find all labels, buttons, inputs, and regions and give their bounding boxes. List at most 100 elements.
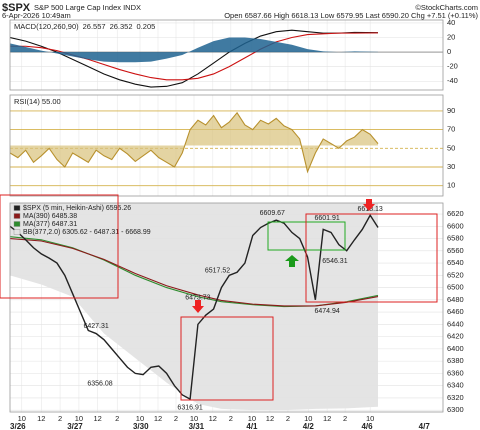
x-tick-label: 10 [136,414,144,423]
price-annotation: 6546.31 [322,258,347,265]
y-tick-label: 30 [447,162,455,171]
source: ©StockCharts.com [415,3,478,12]
series-line [10,29,379,88]
price-annotation: 6356.08 [87,381,112,388]
x-date-label: 4/2 [303,422,315,430]
y-tick-label: 0 [447,47,451,56]
highlight-box [305,213,438,303]
y-tick-label: 6300 [447,405,464,414]
x-date-label: 4/6 [361,422,373,430]
y-tick-label: 6560 [447,246,464,255]
y-tick-label: 6440 [447,319,464,328]
y-tick-label: -40 [447,76,458,85]
y-tick-label: 6340 [447,381,464,390]
y-tick-label: 6500 [447,283,464,292]
x-tick-label: 10 [75,414,83,423]
x-date-label: 3/26 [10,422,26,430]
price-annotation: 6609.67 [260,210,285,217]
panel-border [9,202,444,413]
y-tick-label: 6400 [447,344,464,353]
y-tick-label: 10 [447,181,455,190]
legend-swatch [13,205,21,211]
y-tick-label: 6380 [447,356,464,365]
y-tick-label: 6620 [447,209,464,218]
legend-swatch [13,213,21,219]
rsi-fill [10,112,379,172]
legend-entry: 26.352 [110,22,133,31]
down-arrow [192,300,204,313]
x-date-label: 4/1 [246,422,258,430]
annotations-shapes [0,194,438,401]
plot-area [10,95,443,196]
x-tick-label: 2 [343,414,347,423]
panels: 40 20 0 -20 -40 MACD(120,260,90) 26.557 26.352 0… [9,18,464,430]
legend-entry: 0.205 [137,22,156,31]
panel-title: RSI(14) 55.00 [14,97,61,106]
x-tick-label: 10 [190,414,198,423]
series-line [10,213,379,401]
panel-border [9,19,444,91]
x-tick-label: 2 [286,414,290,423]
x-tick-label: 2 [115,414,119,423]
x-tick-label: 12 [323,414,331,423]
highlight-box [0,194,119,299]
y-tick-label: 6540 [447,258,464,267]
y-tick-label: 6360 [447,368,464,377]
y-tick-label: 6420 [447,332,464,341]
legend-entry: BB(377,2.0) 6305.62 - 6487.31 - 6668.99 [23,229,151,236]
x-date-label: 3/31 [189,422,205,430]
panel-border [9,94,444,197]
x-tick-label: 2 [174,414,178,423]
price-annotation: 6474.94 [314,308,339,315]
price-annotation: 6517.52 [205,268,230,275]
highlight-box [180,316,274,401]
x-tick-label: 10 [304,414,312,423]
x-tick-label: 12 [266,414,274,423]
y-tick-label: 20 [447,32,455,41]
legend-entry: MA(377) 6487.31 [23,221,77,228]
y-tick-label: 40 [447,18,455,27]
panel-title: MACD(120,260,90) [14,22,79,31]
legend-entry: 26.557 [83,22,106,31]
x-date-label: 3/30 [133,422,149,430]
y-tick-label: 6600 [447,221,464,230]
y-tick-label: 6460 [447,307,464,316]
x-tick-label: 10 [248,414,256,423]
up-arrow [285,255,299,267]
price-annotation: 6473.73 [185,295,210,302]
x-date-label: 3/27 [67,422,83,430]
down-arrow [363,199,375,211]
legend-entry: MA(390) 6485.38 [23,213,77,220]
y-tick-label: -20 [447,62,458,71]
x-date-label: 4/7 [419,422,431,430]
x-tick-label: 12 [154,414,162,423]
histogram-area [10,37,379,63]
y-tick-label: 90 [447,106,455,115]
series-line [10,237,379,307]
price-annotation: 6601.91 [314,215,339,222]
plot-area [10,20,443,90]
price-annotation: 6427.31 [83,323,108,330]
y-tick-label: 70 [447,125,455,134]
x-tick-label: 2 [229,414,233,423]
series-line [10,111,379,174]
x-tick-label: 10 [18,414,26,423]
x-tick-label: 10 [366,414,374,423]
legend-entry: $SPX (5 min, Heikin-Ashi) 6595.26 [23,205,131,212]
x-tick-label: 12 [94,414,102,423]
y-tick-label: 6580 [447,234,464,243]
y-tick-label: 6480 [447,295,464,304]
x-tick-label: 12 [209,414,217,423]
y-tick-label: 6520 [447,270,464,279]
x-tick-label: 2 [58,414,62,423]
y-tick-label: 50 [447,143,455,152]
legend-swatch [13,229,21,235]
price-annotation: 6316.91 [177,405,202,412]
date: 6-Apr-2026 10:49am [2,11,71,20]
quote: Open 6587.66 High 6618.13 Low 6579.95 La… [224,11,478,20]
y-tick-label: 6320 [447,393,464,402]
index-name: S&P 500 Large Cap Index INDX [34,3,141,12]
legend-swatch [13,221,21,227]
symbol: $SPX [2,2,31,14]
